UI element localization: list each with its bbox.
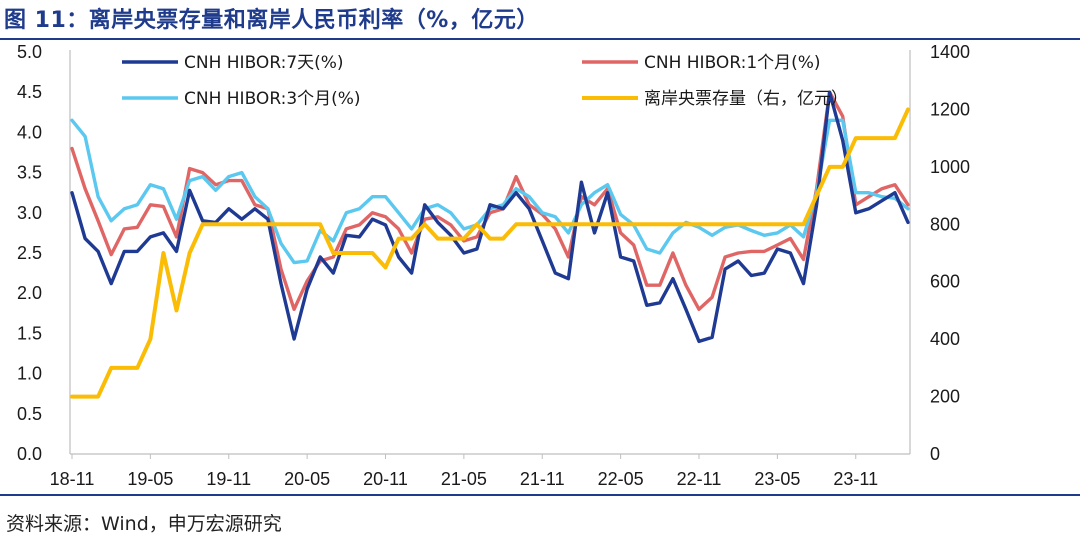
y-left-tick-label: 5.0 [17, 42, 42, 62]
y-left-tick-label: 0.0 [17, 444, 42, 464]
y-left-tick-label: 4.5 [17, 82, 42, 102]
y-right-tick-label: 1400 [930, 42, 970, 62]
x-tick-label: 20-05 [284, 469, 330, 489]
x-tick-label: 22-05 [598, 469, 644, 489]
figure-title: 图 11：离岸央票存量和离岸人民币利率（%，亿元） [4, 8, 539, 33]
source-rule [0, 494, 1080, 496]
y-left-tick-label: 3.5 [17, 163, 42, 183]
x-tick-label: 18-11 [50, 469, 95, 489]
x-tick-label: 19-05 [127, 469, 173, 489]
line-chart: 5.0 4.5 4.0 3.5 3.0 2.5 2.0 1.5 1.0 0.5 0.0 1400 120… [17, 42, 970, 489]
y-right-tick-label: 200 [930, 387, 960, 407]
y-right-tick-label: 1000 [930, 157, 970, 177]
chart-series [70, 90, 910, 399]
chart-axes: 5.0 4.5 4.0 3.5 3.0 2.5 2.0 1.5 1.0 0.5 0.0 1400 120… [17, 42, 970, 489]
x-tick-label: 22-11 [677, 469, 722, 489]
x-tick-label: 23-11 [833, 469, 878, 489]
y-left-tick-label: 2.5 [17, 243, 42, 263]
y-left-tick-label: 2.0 [17, 283, 42, 303]
y-right-tick-label: 1200 [930, 99, 970, 119]
y-left-tick-label: 4.0 [17, 122, 42, 142]
x-tick-label: 20-11 [363, 469, 408, 489]
legend-item-bill-stock-label: 离岸央票存量（右，亿元） [644, 89, 848, 109]
source-note: 资料来源：Wind，申万宏源研究 [6, 513, 282, 535]
cnh-hibor-1m-line [70, 90, 910, 311]
y-right-tick-label: 600 [930, 272, 960, 292]
y-left-tick-label: 1.5 [17, 323, 42, 343]
x-tick-label: 21-05 [441, 469, 487, 489]
y-left-tick-label: 0.5 [17, 404, 42, 424]
y-right-tick-label: 400 [930, 329, 960, 349]
offshore-bill-stock-line [70, 107, 910, 399]
x-tick-label: 19-11 [206, 469, 251, 489]
legend-item-7d-label: CNH HIBOR:7天(%) [184, 53, 344, 73]
y-left-tick-label: 3.0 [17, 203, 42, 223]
y-right-tick-label: 0 [930, 444, 940, 464]
chart-legend: CNH HIBOR:7天(%) CNH HIBOR:1个月(%) CNH HIBOR… [122, 53, 848, 109]
x-tick-label: 23-05 [754, 469, 800, 489]
legend-item-3m-label: CNH HIBOR:3个月(%) [184, 89, 361, 109]
cnh-hibor-7d-line [70, 90, 910, 344]
legend-item-1m-label: CNH HIBOR:1个月(%) [644, 53, 821, 73]
y-left-tick-label: 1.0 [17, 364, 42, 384]
x-tick-label: 21-11 [520, 469, 565, 489]
title-rule [0, 38, 1080, 40]
y-right-tick-label: 800 [930, 214, 960, 234]
